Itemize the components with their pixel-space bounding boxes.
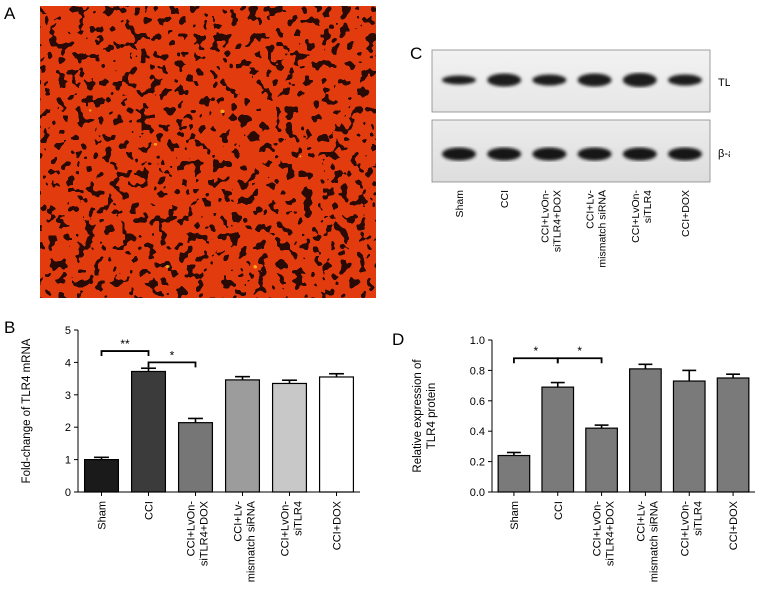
blot-row-label-tlr4: TLR4 [718, 77, 730, 89]
bar [716, 377, 750, 493]
x-tick-label: CCI+LvOn-siTLR4 [280, 501, 305, 557]
blot-membrane-actin [431, 119, 711, 183]
y-axis-label: Fold-change of TLR4 mRNA [21, 338, 33, 483]
significance-bracket [100, 350, 150, 357]
y-tick-label: 2 [65, 422, 71, 434]
blot-band-tlr4 [622, 73, 657, 87]
blot-band-actin [577, 147, 612, 161]
panel-label-b: B [4, 318, 16, 337]
significance-bracket [147, 361, 197, 368]
blot-row-label-actin: β-actin [718, 148, 730, 160]
bar-chart-tlr4-protein: 0.0 0.2 0.4 0.6 0.8 1.0 Relative expression of… [412, 335, 755, 582]
significance-label: * [533, 344, 538, 358]
x-tick-label: Sham [509, 501, 521, 530]
bar [585, 427, 618, 493]
x-tick-label: Sham [97, 501, 109, 530]
y-axis-label: Relative expression of TLR4 protein [412, 359, 438, 473]
y-tick-label: 1 [65, 455, 71, 467]
x-tick-label: CCI [144, 501, 156, 520]
x-tick-label: CCI+Lv-mismatch siRNA [233, 500, 258, 582]
blot-band-actin [487, 147, 522, 161]
y-tick-label: 0.6 [470, 396, 485, 408]
y-tick-label: 1.0 [470, 335, 485, 347]
x-tick-label: CCI+LvOn-siTLR4+DOX [592, 500, 617, 566]
blot-lane-label: CCI [499, 190, 511, 208]
significance-label: * [170, 348, 175, 362]
panel-label-c: C [410, 44, 423, 63]
bar [271, 382, 308, 493]
significance-label: * [577, 344, 582, 358]
x-tick-label: CCI+DOX [332, 500, 344, 550]
western-blot: TLR4 β-actin Sham CCI CCI+LvOn-siTLR4+DOX C… [431, 49, 730, 268]
y-tick-label: 0 [65, 487, 71, 499]
x-tick-label: CCI [553, 501, 565, 520]
blot-band-tlr4 [668, 74, 702, 86]
blot-band-tlr4 [577, 73, 612, 87]
y-tick-label: 0.2 [470, 457, 485, 469]
y-tick-label: 3 [65, 390, 71, 402]
bar [629, 368, 662, 493]
bar [672, 380, 706, 493]
blot-lane-label: CCI+LvOn-siTLR4 [630, 190, 654, 243]
bar [83, 459, 120, 493]
blot-lane-label: Sham [454, 190, 466, 218]
blot-lane-label: CCI+LvOn-siTLR4+DOX [539, 190, 563, 253]
y-tick-label: 0.0 [470, 487, 485, 499]
panel-label-d: D [392, 330, 405, 349]
bar-chart-tlr4-mrna: 0 1 2 3 4 5 Fold-change of TLR4 mRNA Sham CCI CCI… [21, 325, 360, 582]
blot-band-actin [442, 147, 476, 161]
significance-bracket [513, 357, 559, 364]
bar [224, 379, 261, 493]
blot-band-tlr4 [532, 74, 567, 86]
blot-membrane-tlr4 [431, 49, 711, 113]
x-tick-label: CCI+Lv-mismatch siRNA [635, 500, 660, 582]
blot-band-tlr4 [442, 75, 476, 85]
bar [497, 454, 531, 493]
blot-band-actin [532, 147, 567, 161]
blot-band-actin [668, 147, 702, 161]
blot-band-tlr4 [487, 73, 522, 87]
y-tick-label: 5 [65, 325, 71, 337]
bar [541, 386, 575, 493]
y-tick-label: 0.8 [470, 365, 485, 377]
blot-lane-label: CCI+Lv-mismatch siRNA [585, 190, 609, 268]
x-tick-label: CCI+LvOn-siTLR4+DOX [186, 500, 211, 566]
x-tick-label: CCI+LvOn-siTLR4 [679, 501, 704, 557]
bar [130, 370, 167, 493]
blot-band-actin [622, 147, 657, 161]
blot-lane-label: CCI+DOX [680, 190, 692, 237]
significance-bracket [556, 357, 603, 364]
fluorescence-micrograph [40, 6, 376, 298]
panel-label-a: A [4, 4, 16, 23]
y-tick-label: 0.4 [470, 426, 485, 438]
y-tick-label: 4 [65, 357, 71, 369]
significance-label: ** [120, 337, 130, 351]
bar [177, 422, 214, 493]
bar [318, 376, 355, 493]
x-tick-label: CCI+DOX [728, 500, 740, 550]
